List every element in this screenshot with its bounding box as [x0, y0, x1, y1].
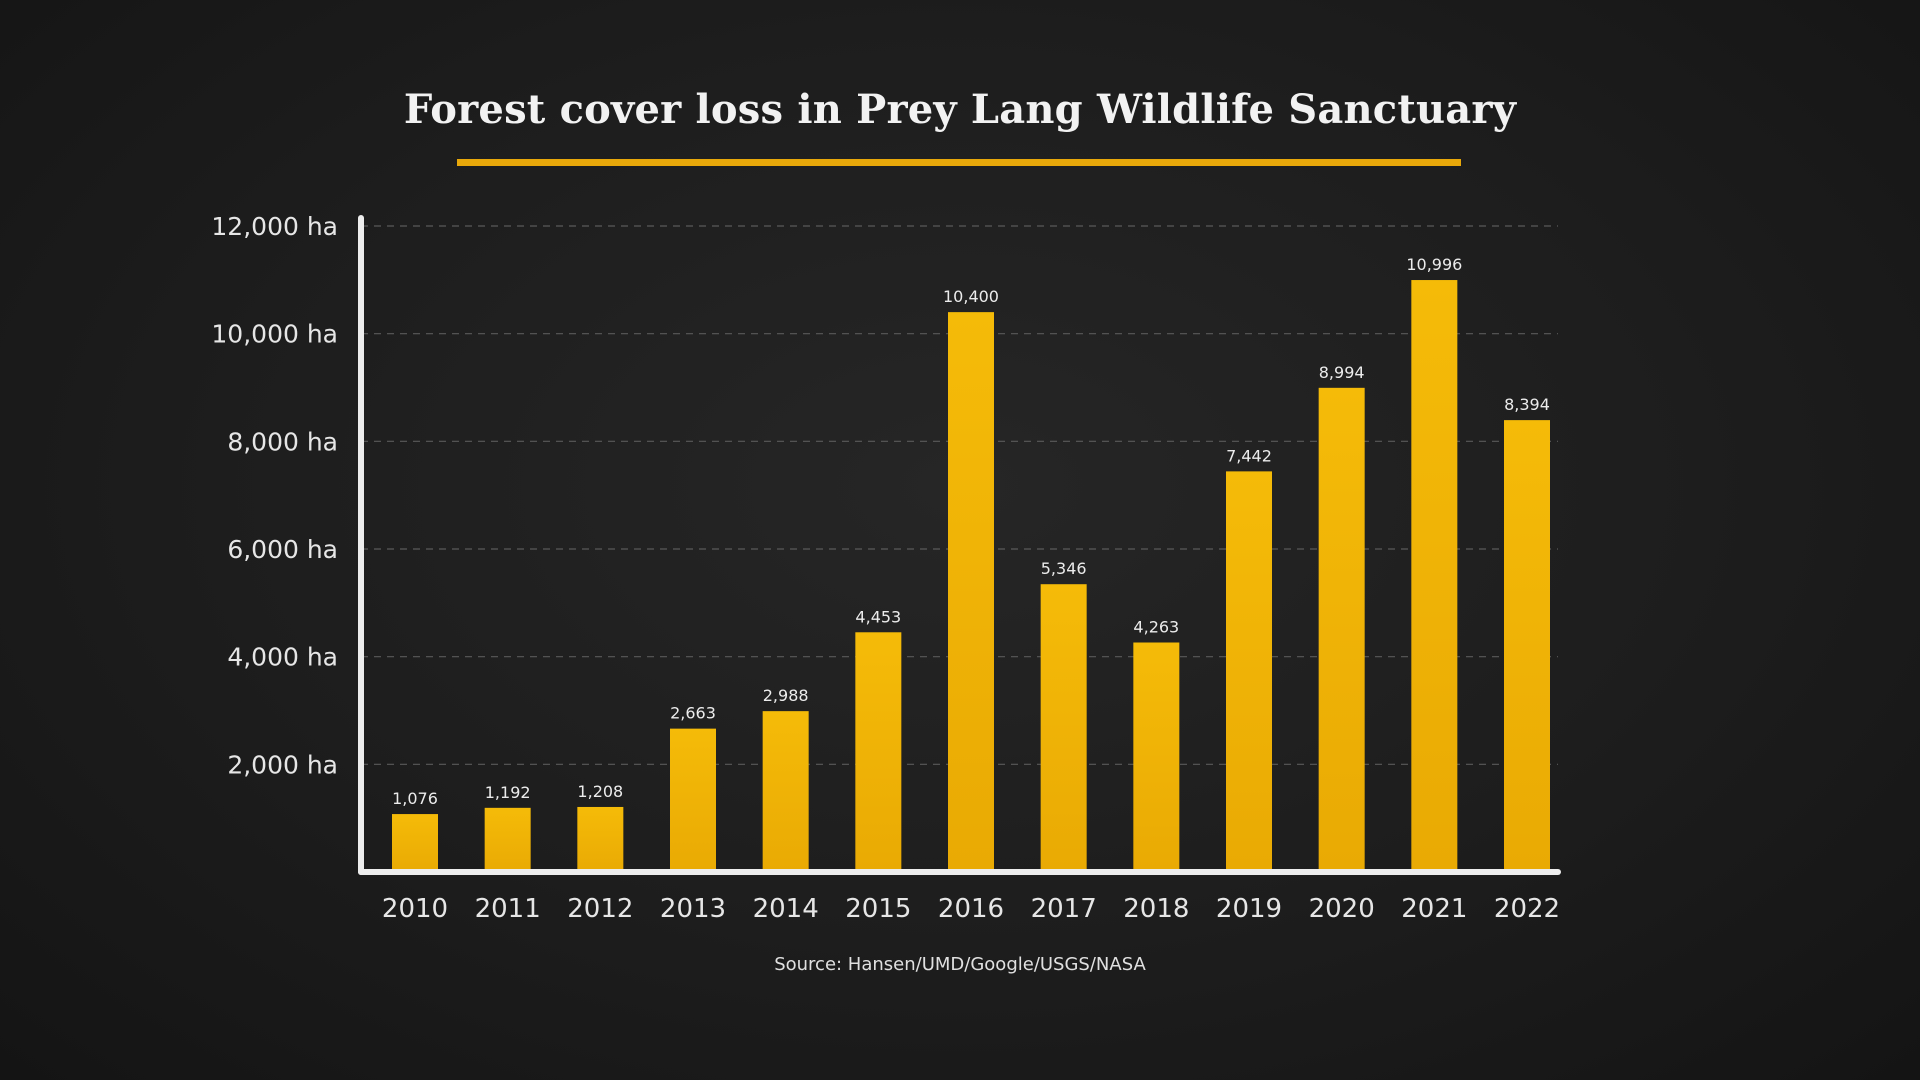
bar — [1318, 387, 1365, 872]
data-label: 2,988 — [763, 686, 809, 705]
bar — [392, 814, 438, 872]
x-tick-label: 2019 — [1216, 894, 1282, 924]
y-tick-label: 2,000 ha — [227, 750, 338, 779]
data-label: 8,394 — [1504, 395, 1550, 414]
data-labels: 1,076 1,192 1,208 2,663 2,988 4,453 10,400 5,34… — [392, 255, 1550, 808]
title-underline — [457, 159, 1461, 166]
bar — [1504, 420, 1550, 872]
x-tick-label: 2010 — [382, 894, 448, 924]
y-tick-label: 10,000 ha — [211, 320, 338, 349]
chart-title: Forest cover loss in Prey Lang Wildlife … — [403, 86, 1517, 133]
y-tick-label: 4,000 ha — [227, 643, 338, 672]
x-tick-label: 2020 — [1309, 894, 1375, 924]
data-label: 4,263 — [1133, 618, 1179, 637]
bar — [1226, 471, 1272, 872]
bar — [855, 632, 902, 872]
x-tick-label: 2022 — [1494, 894, 1560, 924]
data-label: 1,208 — [577, 782, 623, 801]
data-label: 2,663 — [670, 704, 716, 723]
data-label: 5,346 — [1041, 559, 1087, 578]
bar — [948, 312, 994, 873]
x-tick-label: 2016 — [938, 894, 1004, 924]
y-tick-label: 8,000 ha — [227, 427, 338, 456]
data-label: 1,076 — [392, 789, 438, 808]
data-label: 7,442 — [1226, 446, 1272, 465]
x-axis-ticks: 2010 2011 2012 2013 2014 2015 2016 2017 2018 2019… — [382, 894, 1560, 924]
bar — [484, 807, 531, 872]
data-label: 4,453 — [855, 607, 901, 626]
data-label: 10,400 — [943, 287, 999, 306]
bars — [392, 280, 1550, 873]
data-label: 1,192 — [485, 783, 531, 802]
x-tick-label: 2017 — [1031, 894, 1097, 924]
x-tick-label: 2013 — [660, 894, 726, 924]
x-tick-label: 2011 — [475, 894, 541, 924]
x-tick-label: 2021 — [1401, 894, 1467, 924]
x-tick-label: 2015 — [845, 894, 911, 924]
bar — [670, 728, 716, 872]
data-label: 8,994 — [1319, 363, 1365, 382]
x-tick-label: 2014 — [753, 894, 819, 924]
bar — [762, 711, 809, 872]
data-label: 10,996 — [1406, 255, 1462, 274]
chart-source: Source: Hansen/UMD/Google/USGS/NASA — [774, 954, 1146, 975]
y-tick-label: 6,000 ha — [227, 535, 338, 564]
bar — [1133, 642, 1180, 872]
bar — [1040, 584, 1087, 872]
x-tick-label: 2012 — [567, 894, 633, 924]
y-axis-ticks: 2,000 ha 4,000 ha 6,000 ha 8,000 ha 10,000 h… — [211, 212, 338, 779]
y-tick-label: 12,000 ha — [211, 212, 338, 241]
bar — [577, 806, 624, 872]
x-tick-label: 2018 — [1123, 894, 1189, 924]
bar — [1411, 280, 1458, 872]
